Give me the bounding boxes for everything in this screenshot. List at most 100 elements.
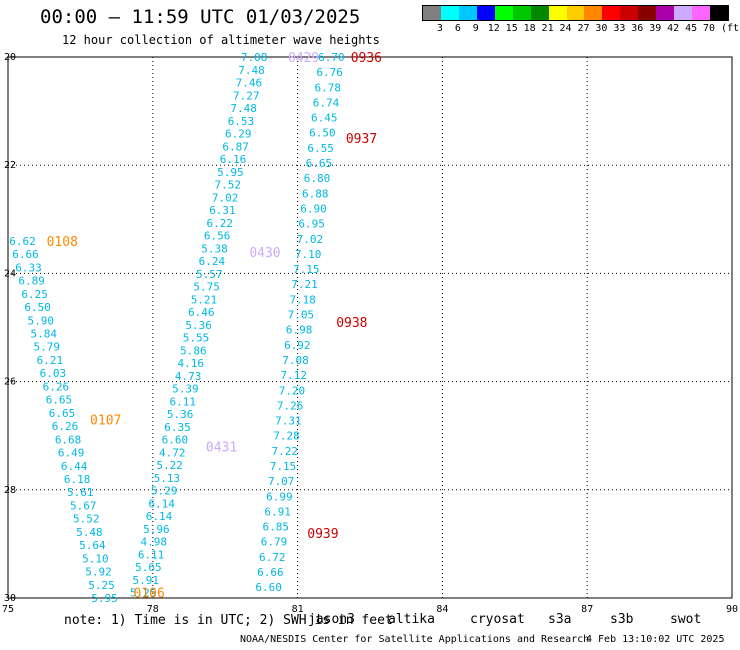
y-tick-label: 28 [4,485,16,496]
y-tick-label: 24 [4,268,16,279]
wave-height-label: 4.16 [177,357,204,370]
wave-height-label: 5.95 [91,592,118,605]
x-tick-label: 78 [147,604,159,615]
legend-swatch [638,6,657,20]
wave-height-label: 6.22 [207,217,234,230]
wave-height-label: 5.79 [34,341,61,354]
page-subtitle: 12 hour collection of altimeter wave hei… [62,33,380,47]
wave-height-label: 5.64 [79,539,106,552]
y-tick-label: 20 [4,52,16,63]
wave-height-label: 6.46 [188,306,215,319]
legend-label: 6 [454,23,461,34]
wave-height-label: 5.84 [31,328,58,341]
wave-height-label: 6.98 [286,324,313,337]
legend-swatch [710,6,728,20]
satellite-swot: swot [670,612,702,627]
pass-time-label: 0107 [90,413,121,428]
legend-label: 45 [685,23,698,34]
wave-height-label: 5.29 [151,485,178,498]
legend-label: 21 [541,23,554,34]
wave-height-label: 5.36 [185,319,212,332]
wave-height-label: 7.15 [270,460,297,473]
wave-height-label: 6.87 [222,140,249,153]
wave-height-label: 7.20 [279,384,306,397]
wave-height-label: 6.45 [311,112,338,125]
legend-swatch [548,6,567,20]
legend-swatch [440,6,459,20]
legend-label: 42 [667,23,680,34]
legend-label: 70 [703,23,716,34]
satellite-altika: altika [388,612,435,627]
wave-height-label: 5.22 [156,459,183,472]
wave-height-label: 7.02 [212,191,239,204]
wave-height-label: 5.21 [191,293,218,306]
wave-height-label: 6.99 [266,490,293,503]
wave-height-label: 6.65 [49,407,76,420]
pass-time-label: 0106 [133,587,164,602]
wave-height-label: 6.11 [138,548,165,561]
wave-height-label: 7.08 [241,51,268,64]
wave-height-label: 6.55 [307,142,334,155]
wave-height-label: 5.91 [133,574,160,587]
wave-height-label: 6.24 [199,255,226,268]
wave-height-label: 7.48 [230,102,257,115]
wave-height-label: 6.95 [298,218,325,231]
wave-height-label: 5.52 [73,513,100,526]
legend-label: 12 [487,23,500,34]
credit-line: NOAA/NESDIS Center for Satellite Applica… [240,634,590,645]
y-tick-label: 22 [4,160,16,171]
wave-height-label: 5.61 [67,486,94,499]
wave-height-label: 5.65 [135,561,162,574]
legend-swatch [692,6,710,20]
wave-height-label: 6.14 [148,497,175,510]
wave-height-label: 7.07 [268,475,295,488]
wave-height-label: 5.75 [193,281,220,294]
wave-height-label: 6.70 [318,51,345,64]
wave-height-label: 6.18 [64,473,91,486]
legend-swatch [476,6,495,20]
wave-height-label: 5.38 [201,242,228,255]
wave-height-label: 5.90 [27,314,54,327]
legend-swatch [494,6,513,20]
wave-height-label: 6.21 [37,354,64,367]
wave-height-label: 7.26 [277,399,304,412]
wave-height-label: 6.90 [300,202,327,215]
wave-height-label: 7.52 [214,179,241,192]
wave-height-label: 7.48 [238,64,265,77]
pass-time-label: 0939 [307,527,338,542]
wave-height-label: 6.60 [162,434,189,447]
wave-height-label: 6.92 [284,339,311,352]
generated-timestamp: 4 Feb 13:10:02 UTC 2025 [586,634,725,645]
legend-swatch [620,6,639,20]
legend-label: 9 [472,23,479,34]
wave-height-label: 6.66 [257,566,284,579]
wave-height-label: 7.15 [293,263,320,276]
legend-swatch [602,6,621,20]
wave-height-label: 5.95 [217,166,244,179]
wave-height-label: 6.03 [40,367,67,380]
pass-time-label: 0431 [206,441,237,456]
wave-height-label: 6.11 [170,395,197,408]
wave-height-label: 4.73 [175,370,202,383]
wave-height-label: 6.78 [315,81,342,94]
wave-height-label: 6.91 [264,505,291,518]
legend-colorbar [422,5,729,21]
wave-height-label: 6.60 [255,581,282,594]
wave-height-label: 7.10 [295,248,322,261]
wave-height-label: 5.36 [167,408,194,421]
satellite-cryosat: cryosat [470,612,525,627]
legend-label: 36 [631,23,644,34]
satellite-jason3: jason3 [308,612,355,627]
x-tick-label: 84 [436,604,448,615]
pass-time-label: 0938 [336,316,367,331]
wave-height-label: 6.31 [209,204,236,217]
wave-height-label: 7.12 [280,369,307,382]
pass-time-label: 0936 [351,51,382,66]
wave-height-label: 6.44 [61,460,88,473]
legend-swatch [674,6,693,20]
x-tick-label: 90 [726,604,738,615]
plot-frame [7,56,733,599]
wave-height-label: 5.48 [76,526,103,539]
wave-height-label: 6.65 [46,394,73,407]
